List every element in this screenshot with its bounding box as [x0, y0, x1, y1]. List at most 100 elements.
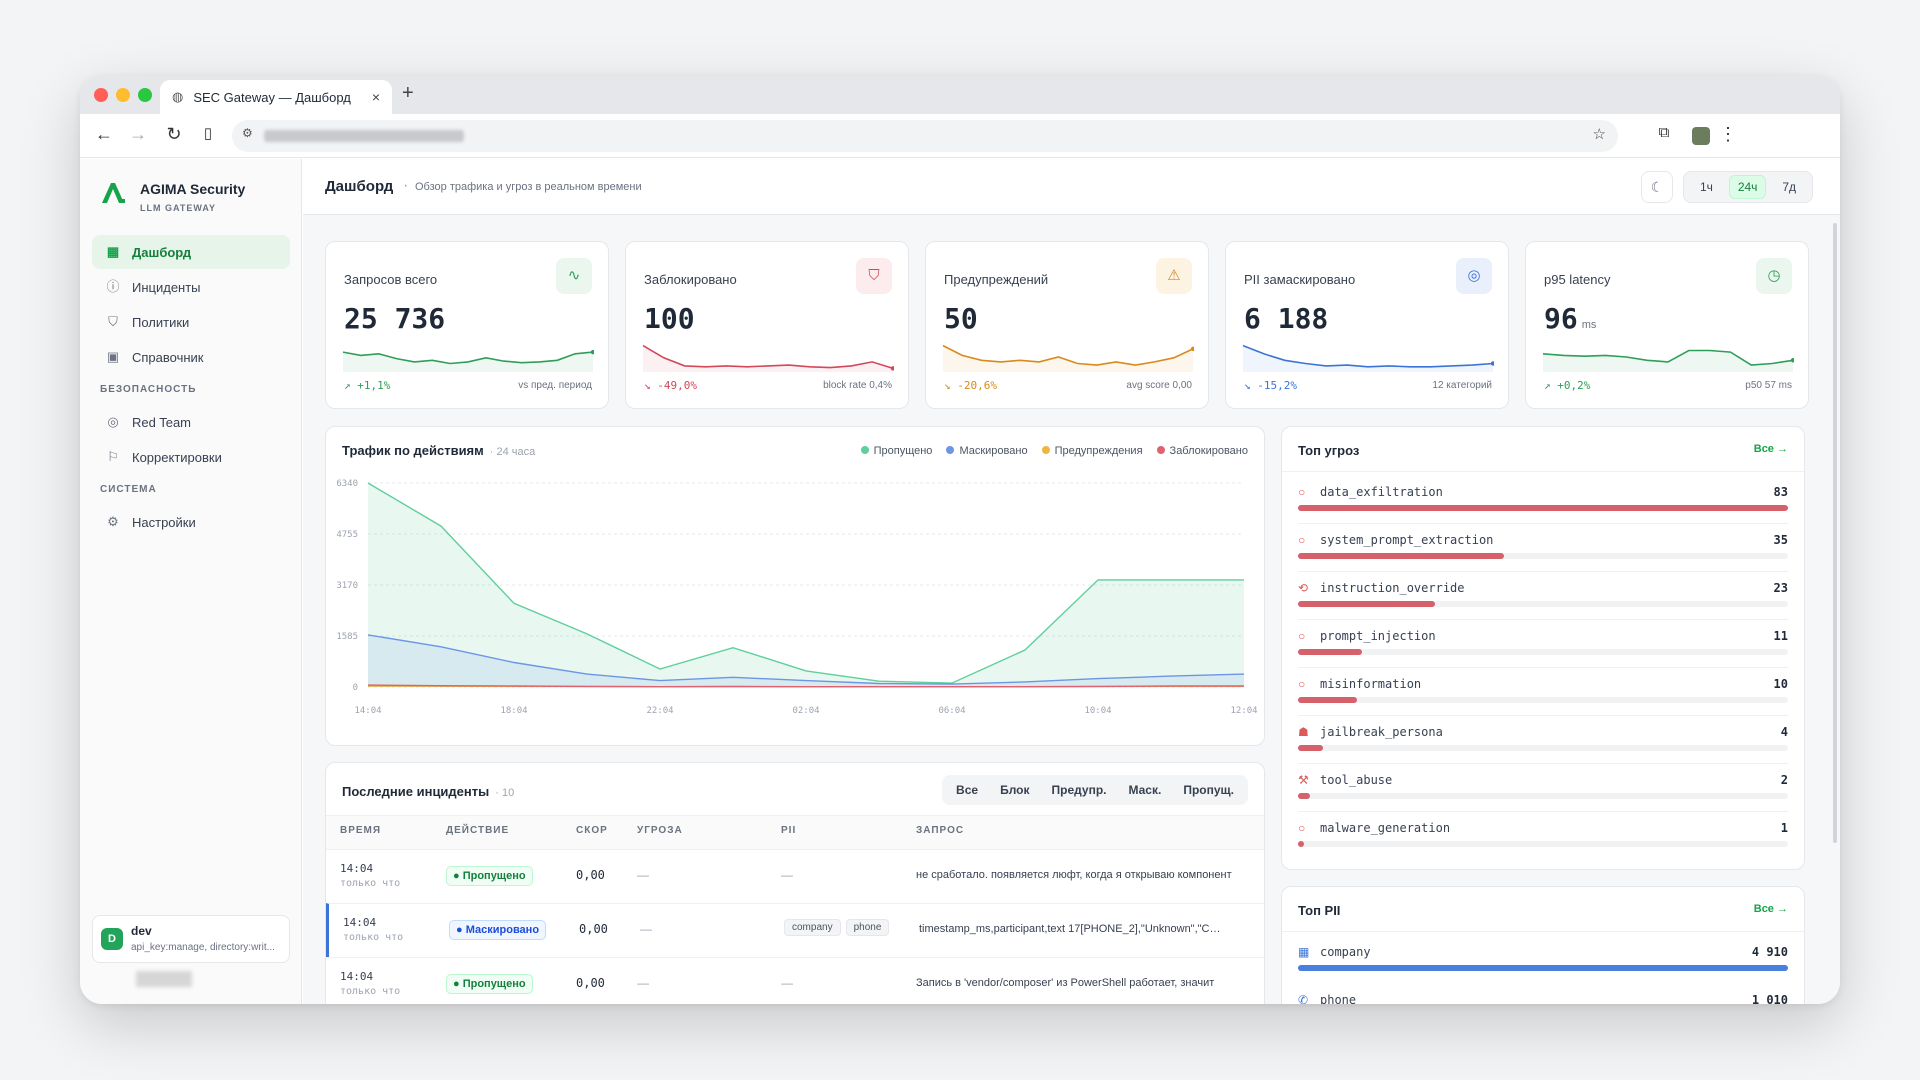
range-7d[interactable]: 7д — [1782, 180, 1797, 194]
menu-dots-icon[interactable]: ⋮ — [1719, 124, 1737, 144]
kpi-value: 96 ms — [1544, 302, 1596, 335]
col-time[interactable]: ВРЕМЯ — [340, 825, 382, 836]
sidebar-item-label: Корректировки — [132, 449, 222, 465]
url-field[interactable]: ⚙ ☆ — [232, 120, 1618, 152]
back-icon[interactable]: ← — [95, 124, 113, 144]
reload-icon[interactable]: ↻ — [166, 124, 182, 144]
filter-pass[interactable]: Пропущ. — [1183, 783, 1234, 797]
sidebar-item-incidents[interactable]: ⓘ Инциденты — [92, 270, 290, 304]
pii-item[interactable]: ▦ company 4 910 — [1298, 945, 1788, 975]
range-24h[interactable]: 24ч — [1728, 175, 1767, 199]
legend-blocked[interactable]: Заблокировано — [1156, 445, 1248, 457]
pii-name: phone — [1320, 993, 1357, 1004]
pii-all-link[interactable]: Все → — [1753, 903, 1788, 915]
section-label-security: БЕЗОПАСНОСТЬ — [100, 384, 197, 395]
new-tab-button[interactable]: + — [402, 82, 414, 104]
legend-masked[interactable]: Маскировано — [946, 445, 1028, 457]
threat-bar-fill — [1298, 841, 1304, 847]
kpi-card[interactable]: PII замаскировано 6 188 ◎ ↘ -15,2% 12 катего… — [1225, 241, 1509, 409]
threat-item[interactable]: ☗ jailbreak_persona 4 — [1298, 725, 1788, 764]
row-query[interactable]: Запись в 'vendor/composer' из PowerShell… — [916, 977, 1215, 989]
title-separator: · — [403, 177, 409, 194]
kpi-value: 6 188 — [1244, 302, 1328, 335]
col-query[interactable]: ЗАПРОС — [916, 825, 965, 836]
threat-item[interactable]: ⚒ tool_abuse 2 — [1298, 773, 1788, 812]
table-row[interactable]: 14:04 только что ● Маскировано 0,00 — company… — [326, 903, 1264, 957]
close-tab-icon[interactable]: × — [371, 89, 380, 105]
x-tick-label: 06:04 — [938, 706, 965, 716]
row-ago: только что — [340, 986, 401, 997]
filter-warn[interactable]: Предупр. — [1051, 783, 1107, 797]
extensions-icon[interactable]: ⧉ — [1658, 124, 1670, 141]
profile-avatar[interactable] — [1692, 127, 1710, 145]
sidebar-item-policies[interactable]: ⛉ Политики — [92, 305, 290, 339]
user-card[interactable]: D dev api_key:manage, directory:writ... — [92, 915, 290, 963]
threat-item[interactable]: ⟲ instruction_override 23 — [1298, 581, 1788, 620]
series-area-0 — [368, 483, 1244, 687]
threat-bar-fill — [1298, 745, 1323, 751]
table-row[interactable]: 14:04 только что ● Пропущено 0,00 — — не срабо… — [326, 849, 1264, 903]
sidebar-item-red-team[interactable]: ◎ Red Team — [92, 405, 290, 439]
threat-item[interactable]: ○ system_prompt_extraction 35 — [1298, 533, 1788, 572]
legend-passed[interactable]: Пропущено — [860, 445, 932, 457]
scrollbar[interactable] — [1833, 223, 1837, 843]
pii-name: company — [1320, 945, 1371, 959]
kpi-value: 50 — [944, 302, 978, 335]
pii-item[interactable]: ✆ phone 1 010 — [1298, 993, 1788, 1004]
kpi-value-number: 6 188 — [1244, 302, 1329, 335]
user-name: dev — [131, 924, 152, 938]
series-area-1 — [368, 634, 1244, 687]
kpi-card[interactable]: Заблокировано 100 ⛉ ↘ -49,0% block rate 0,4% — [625, 241, 909, 409]
col-pii[interactable]: PII — [781, 825, 797, 836]
book-icon: ▣ — [106, 349, 120, 364]
range-1h[interactable]: 1ч — [1699, 180, 1713, 194]
threat-item[interactable]: ○ misinformation 10 — [1298, 677, 1788, 716]
sidebar-item-settings[interactable]: ⚙ Настройки — [92, 505, 290, 539]
pii-empty: — — [781, 976, 793, 990]
incidents-card: Последние инциденты · 10 Все Блок Предупр… — [325, 762, 1265, 1004]
close-window-button[interactable] — [94, 88, 108, 102]
maximize-window-button[interactable] — [138, 88, 152, 102]
row-query[interactable]: timestamp_ms,participant,text 17[PHONE_2… — [919, 923, 1221, 935]
x-tick-label: 10:04 — [1084, 706, 1111, 716]
filter-block[interactable]: Блок — [1000, 783, 1030, 797]
page-header: Дашборд · Обзор трафика и угроз в реальн… — [303, 159, 1840, 215]
threat-bar-track — [1298, 793, 1788, 799]
threat-count: 4 — [1780, 725, 1788, 739]
threat-item[interactable]: ○ malware_generation 1 — [1298, 821, 1788, 851]
legend-warnings[interactable]: Предупреждения — [1041, 445, 1143, 457]
threat-item[interactable]: ○ data_exfiltration 83 — [1298, 485, 1788, 524]
threats-all-link[interactable]: Все → — [1753, 443, 1788, 455]
bookmark-star-icon[interactable]: ☆ — [1592, 126, 1606, 143]
circle-icon: ○ — [1298, 677, 1306, 691]
col-score[interactable]: СКОР — [576, 825, 608, 836]
browser-tab[interactable]: ◍ SEC Gateway — Дашборд × — [160, 80, 392, 114]
kpi-card[interactable]: Запросов всего 25 736 ∿ ↗ +1,1% vs пред. пер… — [325, 241, 609, 409]
table-row[interactable]: 14:04 только что ● Пропущено 0,00 — — Запись в… — [326, 957, 1264, 1004]
site-settings-icon[interactable]: ⚙ — [242, 126, 253, 140]
row-query[interactable]: не сработало. появляется люфт, когда я о… — [916, 869, 1232, 881]
sidebar-item-reference[interactable]: ▣ Справочник — [92, 340, 290, 374]
col-threat[interactable]: УГРОЗА — [637, 825, 683, 836]
series-line-0 — [367, 482, 1244, 684]
col-action[interactable]: ДЕЙСТВИЕ — [446, 825, 510, 836]
kpi-card[interactable]: p95 latency 96 ms ◷ ↗ +0,2% p50 57 ms — [1525, 241, 1809, 409]
row-time: 14:04 — [340, 862, 374, 875]
sidebar-item-label: Настройки — [132, 514, 196, 530]
split-view-icon[interactable]: ▯ — [203, 125, 213, 142]
minimize-window-button[interactable] — [116, 88, 130, 102]
alert-circle-icon: ⓘ — [106, 279, 120, 294]
threat-item[interactable]: ○ prompt_injection 11 — [1298, 629, 1788, 668]
sparkline-last-point — [1490, 361, 1494, 366]
sidebar-item-corrections[interactable]: ⚐ Корректировки — [92, 440, 290, 474]
kpi-card[interactable]: Предупреждений 50 ⚠ ↘ -20,6% avg score 0,00 — [925, 241, 1209, 409]
forward-icon[interactable]: → — [129, 124, 147, 144]
activity-icon: ∿ — [556, 258, 592, 294]
filter-mask[interactable]: Маск. — [1128, 783, 1162, 797]
threat-name: malware_generation — [1320, 821, 1451, 835]
sidebar-item-dashboard[interactable]: ▦ Дашборд — [92, 235, 290, 269]
kpi-delta: ↘ -49,0% — [644, 379, 697, 392]
sparkline-line — [942, 344, 1194, 366]
filter-all[interactable]: Все — [956, 783, 979, 797]
theme-toggle-moon-icon[interactable]: ☾ — [1641, 171, 1673, 203]
